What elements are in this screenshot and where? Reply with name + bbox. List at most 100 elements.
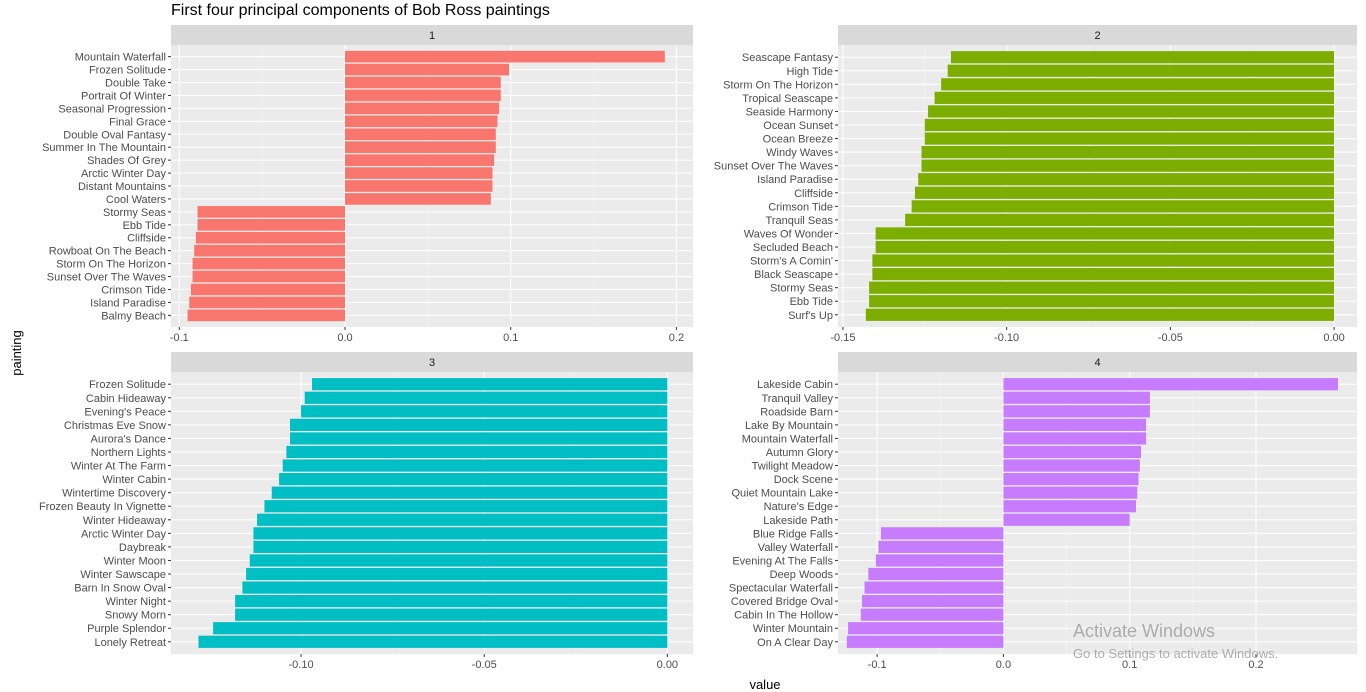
bar [848, 622, 1004, 635]
bar [345, 63, 510, 76]
y-tick-label: Crimson Tide [768, 201, 833, 213]
y-tick-label: Double Oval Fantasy [63, 129, 166, 141]
y-tick-label: Barn In Snow Oval [74, 583, 166, 595]
bar [1003, 405, 1150, 418]
x-tick-label: -0.10 [994, 332, 1019, 344]
x-tick-label: 0.2 [1248, 659, 1263, 671]
bar [941, 78, 1335, 91]
facet-strip [171, 352, 693, 372]
x-axis-title: value [749, 677, 780, 692]
facet-panel-3: 3 -0.10 -0.05 0.00 Frozen Solitude Cabin Hide… [39, 352, 693, 671]
y-tick-label: Blue Ridge Falls [753, 528, 834, 540]
y-tick-label: Covered Bridge Oval [731, 596, 833, 608]
bar [345, 115, 498, 128]
facet-strip [838, 352, 1357, 372]
bar [304, 391, 668, 404]
bar [190, 283, 345, 296]
y-tick-label: Arctic Winter Day [81, 528, 166, 540]
chart-title: First four principal components of Bob R… [171, 2, 550, 19]
y-tick-label: Mountain Waterfall [742, 433, 833, 445]
y-tick-label: Valley Waterfall [758, 542, 833, 554]
bar [345, 76, 501, 89]
y-tick-label: Seaside Harmony [746, 106, 834, 118]
bar [345, 167, 493, 179]
y-tick-label: Storm On The Horizon [56, 259, 166, 271]
bar [1003, 418, 1147, 431]
bar [875, 240, 1335, 254]
y-tick-label: Black Seascape [754, 269, 833, 281]
bar [213, 622, 668, 635]
bar [914, 186, 1335, 199]
y-tick-label: Balmy Beach [101, 310, 166, 322]
y-tick-label: Frozen Solitude [89, 65, 166, 77]
bar [235, 595, 668, 608]
bar [345, 50, 665, 63]
bar [921, 159, 1335, 172]
y-tick-label: Stormy Seas [770, 283, 833, 295]
bar [242, 581, 668, 594]
y-tick-label: Cabin Hideaway [86, 393, 167, 405]
bar [1003, 486, 1138, 499]
y-tick-label: High Tide [787, 66, 833, 78]
y-tick-label: Lonely Retreat [94, 637, 166, 649]
bar [924, 118, 1335, 132]
y-tick-label: Crimson Tide [101, 284, 166, 296]
y-tick-label: Ocean Breeze [763, 134, 833, 146]
bar [934, 91, 1335, 104]
bar [880, 527, 1004, 540]
bar [875, 227, 1335, 240]
y-tick-label: Final Grace [109, 116, 166, 128]
y-tick-label: Surf's Up [788, 310, 833, 322]
y-tick-label: Winter At The Farm [71, 461, 166, 473]
x-tick-label: -0.10 [289, 659, 314, 671]
bar [345, 193, 491, 205]
bar [911, 200, 1335, 213]
bar [345, 141, 496, 154]
x-tick-label: 0.00 [1323, 332, 1344, 344]
y-tick-label: Tranquil Valley [761, 393, 833, 405]
y-tick-label: Winter Sawscape [80, 569, 166, 581]
bar [861, 595, 1004, 608]
bar [192, 270, 345, 283]
y-tick-label: Autumn Glory [766, 447, 834, 459]
y-tick-label: Wintertime Discovery [62, 488, 166, 500]
y-tick-label: Snowy Morn [105, 610, 166, 622]
bar [905, 213, 1335, 226]
bar [921, 146, 1335, 159]
y-tick-label: Daybreak [119, 542, 167, 554]
y-tick-label: Waves Of Wonder [744, 228, 834, 240]
y-tick-label: Lake By Mountain [745, 420, 833, 432]
y-tick-label: Shades Of Grey [87, 155, 166, 167]
facet-strip-label: 3 [429, 357, 435, 369]
bar [345, 102, 500, 115]
bar [253, 540, 668, 553]
bar [195, 231, 345, 244]
bar [345, 154, 495, 166]
bar [950, 51, 1335, 64]
x-tick-label: -0.05 [472, 659, 497, 671]
facet-strip-label: 2 [1094, 30, 1100, 42]
y-tick-label: Cool Waters [106, 194, 167, 206]
facet-strip-label: 4 [1094, 357, 1100, 369]
bar [875, 554, 1004, 567]
facet-panel-4: 4 -0.1 0.0 0.1 0.2 Lakeside Cabin Tranquil Val… [729, 352, 1357, 671]
bar [279, 473, 668, 486]
y-tick-label: Sunset Over The Waves [714, 161, 834, 173]
bar [878, 540, 1004, 553]
y-tick-label: Ebb Tide [123, 220, 166, 232]
facet-panel-2: 2 -0.15 -0.10 -0.05 0.00 Seascape Fantasy High… [714, 25, 1357, 344]
y-tick-label: Island Paradise [757, 174, 833, 186]
y-tick-label: Mountain Waterfall [75, 52, 166, 64]
bar [345, 89, 501, 102]
bar [253, 527, 668, 540]
y-tick-label: Northern Lights [91, 447, 167, 459]
y-tick-label: Winter Moon [104, 555, 166, 567]
y-tick-label: Winter Mountain [753, 623, 833, 635]
y-tick-label: Cliffside [127, 233, 166, 245]
x-tick-label: 0.1 [1122, 659, 1137, 671]
bar [846, 635, 1004, 648]
y-tick-label: Sunset Over The Waves [47, 272, 167, 284]
x-tick-label: 0.0 [996, 659, 1011, 671]
